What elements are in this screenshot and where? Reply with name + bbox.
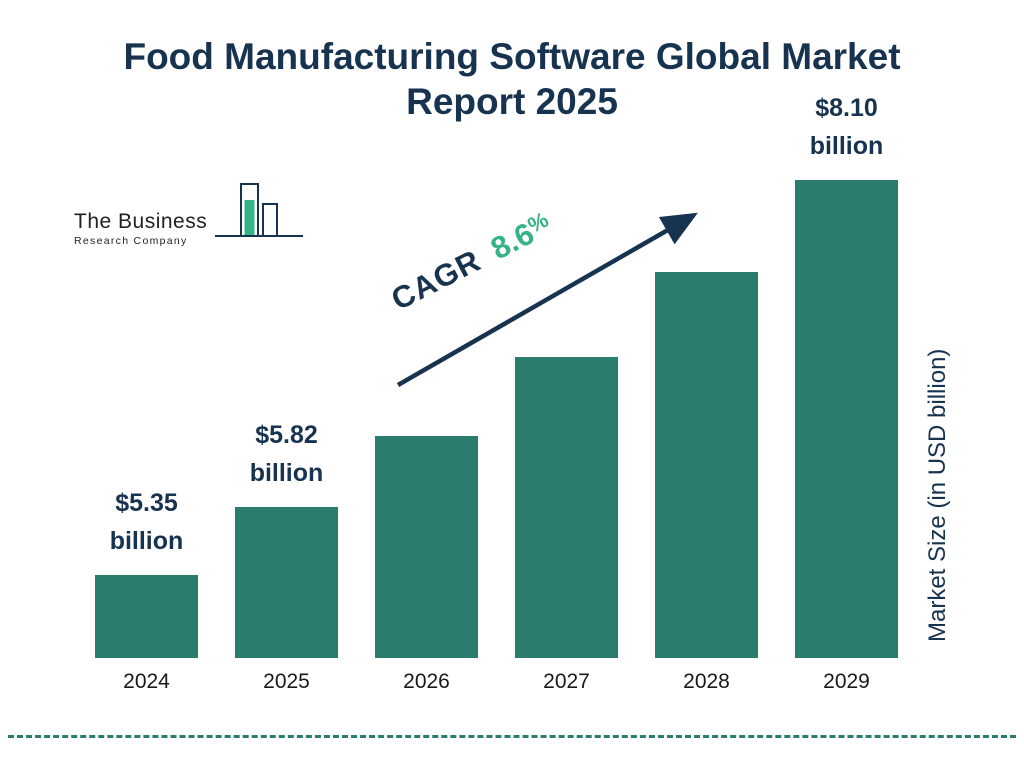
x-axis-tick-label: 2025 — [263, 670, 310, 693]
x-axis-tick-label: 2026 — [403, 670, 450, 693]
bar-cell-2029: $8.10 billion 2029 — [795, 76, 898, 696]
bar-value-amount: $5.35 — [115, 488, 178, 517]
bar-chart-logo-icon — [213, 182, 305, 253]
page-title: Food Manufacturing Software Global Marke… — [0, 34, 1024, 124]
x-axis-tick-label: 2028 — [683, 670, 730, 693]
company-logo-subname: Research Company — [74, 235, 188, 247]
bottom-dashed-divider — [8, 735, 1016, 738]
bar-value-amount: $5.82 — [255, 420, 318, 449]
bar-cell-2027: 2027 — [515, 76, 618, 696]
bar-value-label: $8.10 billion — [810, 89, 884, 167]
x-axis-tick-label: 2027 — [543, 670, 590, 693]
x-axis-tick-label: 2029 — [823, 670, 870, 693]
bar-value-label: $5.82 billion — [250, 416, 324, 494]
company-logo-name: The Business — [74, 210, 208, 233]
bar — [515, 357, 618, 658]
bar — [795, 180, 898, 658]
bar-cell-2025: $5.82 billion 2025 — [235, 76, 338, 696]
page-title-line1: Food Manufacturing Software Global Marke… — [123, 36, 901, 77]
bar-value-unit: billion — [809, 132, 884, 161]
page-title-line2: Report 2025 — [406, 81, 618, 123]
company-logo-text: The Business Research Company — [74, 210, 207, 253]
bar — [235, 507, 338, 658]
bar-value-unit: billion — [109, 527, 184, 556]
bar-chart: $5.35 billion 2024 $5.82 billion 2025 2026 2027… — [95, 76, 955, 696]
company-logo: The Business Research Company — [74, 182, 305, 253]
bar-cell-2024: $5.35 billion 2024 — [95, 76, 198, 696]
bar-value-unit: billion — [249, 459, 324, 488]
bar-value-label: $5.35 billion — [110, 484, 184, 562]
x-axis-tick-label: 2024 — [123, 670, 170, 693]
bar — [655, 272, 758, 658]
bar-cell-2028: 2028 — [655, 76, 758, 696]
bar — [95, 575, 198, 658]
bar-cell-2026: 2026 — [375, 76, 478, 696]
bar-value-amount: $8.10 — [815, 93, 878, 122]
bar — [375, 436, 478, 658]
